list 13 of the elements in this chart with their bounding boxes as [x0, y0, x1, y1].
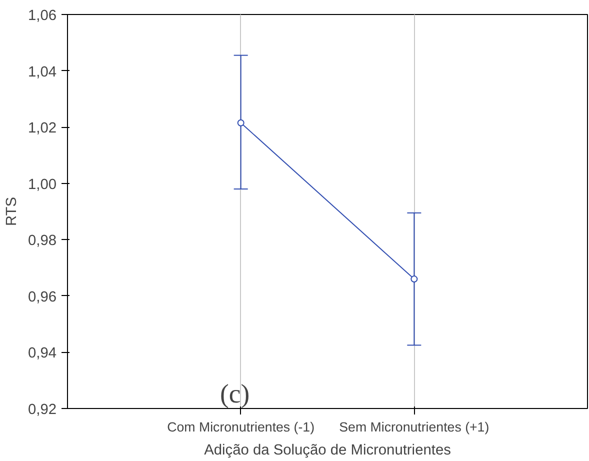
y-tick-label: 0,96 — [28, 289, 57, 306]
y-axis-title: RTS — [4, 196, 20, 226]
y-tick-label: 1,00 — [28, 176, 57, 193]
x-axis-title: Adição da Solução de Micronutrientes — [204, 442, 451, 458]
y-tick-label: 1,06 — [28, 8, 57, 24]
y-tick-label: 1,04 — [28, 64, 57, 80]
annotation: (c) — [220, 378, 250, 408]
y-tick-label: 1,02 — [28, 120, 57, 137]
x-tick-label: Com Micronutrientes (-1) — [167, 420, 315, 434]
y-tick-label: 0,94 — [28, 346, 57, 362]
y-tick-label: 0,98 — [28, 233, 57, 250]
x-tick-label: Sem Micronutrientes (+1) — [339, 420, 490, 434]
y-tick-label: 0,92 — [28, 402, 57, 418]
